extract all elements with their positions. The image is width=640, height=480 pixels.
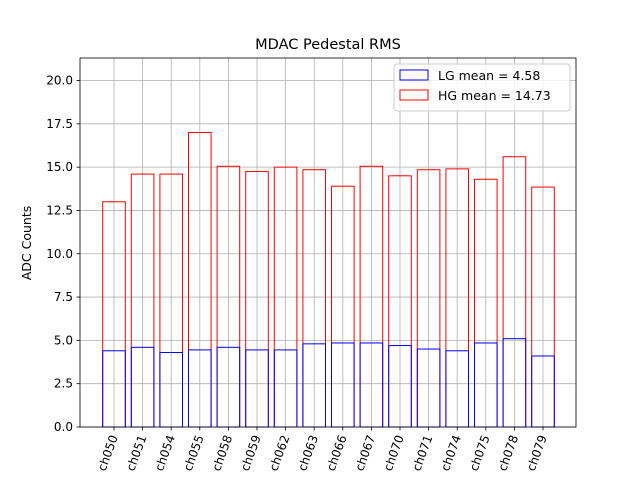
chart-title: MDAC Pedestal RMS bbox=[255, 37, 401, 53]
legend-label: HG mean = 14.73 bbox=[438, 88, 551, 103]
y-axis-label: ADC Counts bbox=[19, 206, 34, 281]
y-tick-label: 0.0 bbox=[54, 420, 73, 434]
y-tick-label: 5.0 bbox=[54, 333, 73, 347]
legend-swatch bbox=[399, 89, 429, 101]
y-tick-label: 2.5 bbox=[54, 377, 73, 391]
legend-label: LG mean = 4.58 bbox=[438, 68, 540, 83]
legend: LG mean = 4.58 HG mean = 14.73 bbox=[393, 63, 571, 112]
y-tick-label: 10.0 bbox=[46, 247, 73, 261]
grid-lines bbox=[80, 58, 576, 428]
plot-frame bbox=[79, 57, 577, 428]
y-tick-label: 20.0 bbox=[46, 74, 73, 88]
y-tick-label: 17.5 bbox=[46, 117, 73, 131]
legend-box bbox=[393, 63, 571, 112]
y-tick-label: 12.5 bbox=[46, 203, 73, 217]
legend-swatch bbox=[399, 69, 429, 81]
y-tick-label: 15.0 bbox=[46, 160, 73, 174]
y-tick-label: 7.5 bbox=[54, 290, 73, 304]
